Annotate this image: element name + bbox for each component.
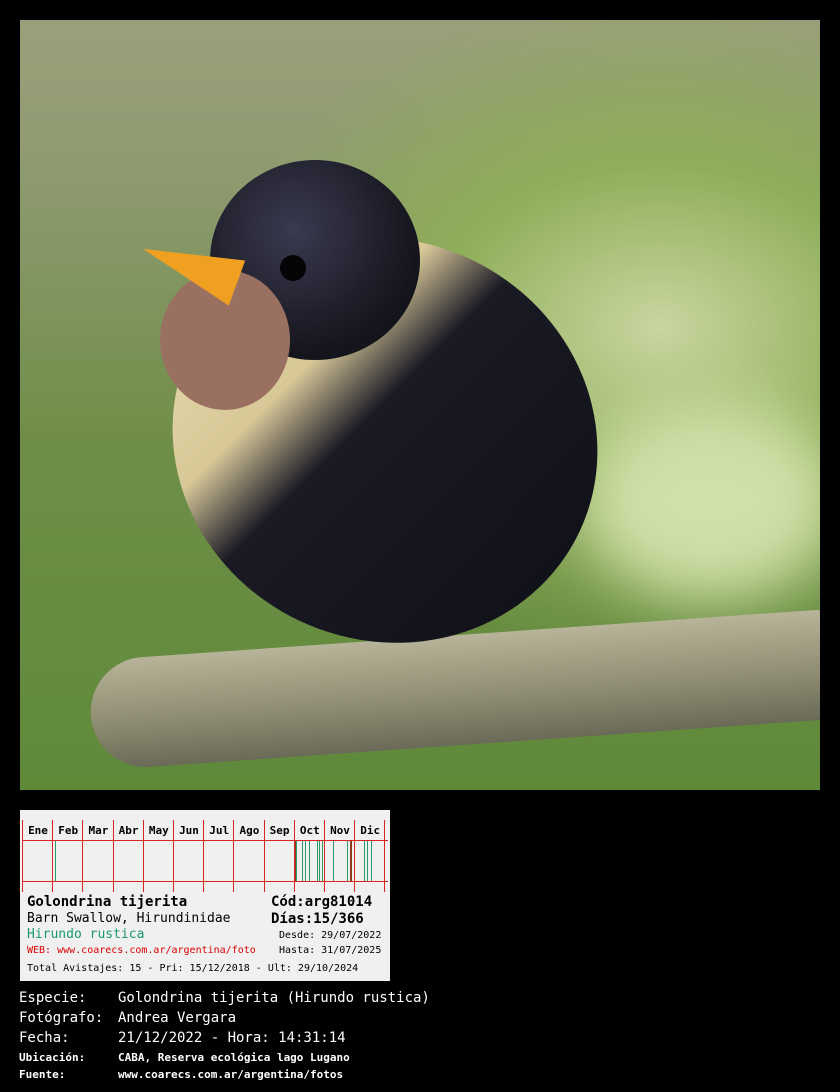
month-divider <box>293 820 295 892</box>
especie-value: Golondrina tijerita (Hirundo rustica) <box>118 990 430 1006</box>
month-label: Oct <box>299 824 320 837</box>
fecha-value: 21/12/2022 - Hora: 14:31:14 <box>118 1030 346 1046</box>
month-label: Sep <box>269 824 290 837</box>
month-label: Nov <box>330 824 350 837</box>
month-divider <box>354 820 356 892</box>
month-label: Feb <box>58 824 79 837</box>
month-label: Abr <box>118 824 139 837</box>
sighting-mark <box>366 841 368 881</box>
month-label: Dic <box>360 824 381 837</box>
month-divider <box>203 820 205 892</box>
month-divider <box>324 820 325 892</box>
month-divider <box>233 820 235 892</box>
sighting-mark <box>305 841 307 881</box>
sighting-mark <box>302 841 304 881</box>
fecha-label: Fecha: <box>19 1030 70 1046</box>
fuente-value[interactable]: www.coarecs.com.ar/argentina/fotos <box>118 1068 344 1081</box>
bird-eye <box>280 255 306 281</box>
month-divider <box>82 820 84 892</box>
range-marker <box>349 841 352 881</box>
sightings-card: Ene Feb Mar Abr May Jun Jul Ago Sep Oct Nov Dic Gol… <box>20 810 390 981</box>
hasta-date: Hasta: 31/07/2025 <box>279 945 382 956</box>
especie-label: Especie: <box>19 990 87 1006</box>
web-link[interactable]: WEB: www.coarecs.com.ar/argentina/foto <box>27 945 256 956</box>
fotografo-row: Fotógrafo: Andrea Vergara <box>19 1010 236 1026</box>
ubicacion-row: Ubicación: CABA, Reserva ecológica lago L… <box>19 1051 350 1064</box>
sighting-mark <box>346 841 348 881</box>
especie-row: Especie: Golondrina tijerita (Hirundo rus… <box>19 990 430 1006</box>
bird-throat <box>160 270 290 410</box>
common-name: Golondrina tijerita <box>27 894 188 910</box>
scientific-name: Hirundo rustica <box>27 927 145 942</box>
calendar-gridline <box>22 881 388 882</box>
month-divider <box>384 820 386 892</box>
fotografo-label: Fotógrafo: <box>19 1010 104 1026</box>
ubicacion-label: Ubicación: <box>19 1051 86 1064</box>
month-label: Ene <box>28 824 48 837</box>
sighting-mark <box>370 841 372 881</box>
month-divider <box>22 820 23 892</box>
month-label: Jun <box>179 824 199 837</box>
sighting-mark <box>317 841 319 881</box>
sighting-mark <box>322 841 324 881</box>
days-count: Días:15/366 <box>271 911 364 927</box>
ubicacion-value: CABA, Reserva ecológica lago Lugano <box>118 1051 350 1064</box>
month-divider <box>263 820 265 892</box>
month-label: Jul <box>209 824 230 837</box>
month-label: Mar <box>88 824 109 837</box>
fotografo-value: Andrea Vergara <box>118 1010 237 1026</box>
fecha-row: Fecha: 21/12/2022 - Hora: 14:31:14 <box>19 1030 346 1046</box>
month-divider <box>173 820 174 892</box>
month-divider <box>142 820 144 892</box>
month-divider <box>52 820 54 892</box>
sighting-mark <box>54 841 56 881</box>
species-code: Cód:arg81014 <box>271 894 373 910</box>
calendar-gridline <box>22 840 388 841</box>
sighting-mark <box>332 841 334 881</box>
bird-photo <box>20 20 820 790</box>
fuente-row: Fuente: www.coarecs.com.ar/argentina/foto… <box>19 1068 343 1081</box>
fuente-label: Fuente: <box>19 1068 66 1081</box>
sighting-mark <box>319 841 321 881</box>
month-label: Ago <box>239 824 260 837</box>
sighting-mark <box>363 841 365 881</box>
month-label: May <box>148 824 169 837</box>
desde-date: Desde: 29/07/2022 <box>279 930 382 941</box>
sighting-mark <box>296 841 298 881</box>
sighting-mark <box>309 841 311 881</box>
month-divider <box>112 820 114 892</box>
total-sightings: Total Avistajes: 15 - Pri: 15/12/2018 - … <box>27 963 359 974</box>
english-name: Barn Swallow, Hirundinidae <box>27 911 231 926</box>
